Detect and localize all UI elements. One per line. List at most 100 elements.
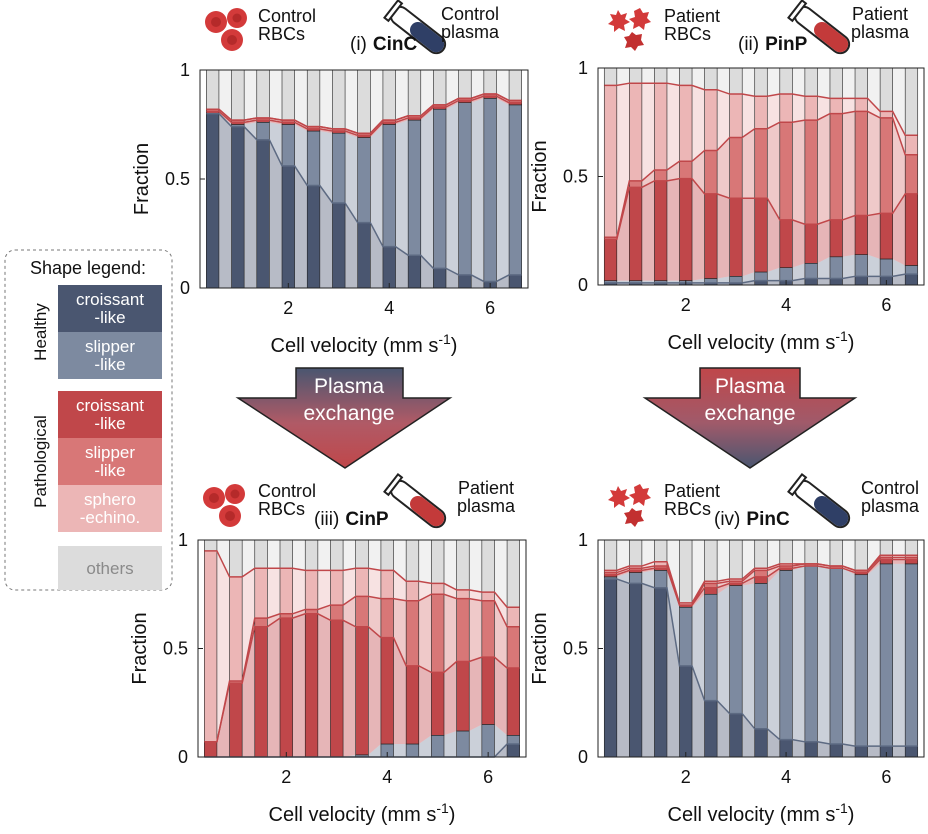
bar-segment	[405, 539, 420, 582]
connector	[444, 661, 457, 736]
connector	[767, 94, 780, 129]
connector	[892, 563, 906, 747]
rbc-label: RBCs	[258, 499, 305, 519]
connector	[317, 540, 331, 571]
x-axis-label-part: -1	[835, 328, 848, 344]
bar-segment	[879, 117, 893, 214]
bar-segment	[654, 67, 668, 84]
bar-segment	[481, 600, 495, 658]
bar-segment	[306, 185, 321, 289]
connector	[742, 94, 755, 138]
connector	[319, 70, 333, 129]
bar-segment	[779, 219, 793, 268]
bar-segment	[704, 150, 718, 195]
tube-icon	[787, 473, 855, 534]
bar-segment	[629, 572, 643, 584]
bar-segment	[904, 154, 919, 195]
bar-segment	[380, 637, 394, 745]
bar-segment	[804, 565, 818, 743]
connector	[343, 540, 356, 571]
bar-segment	[754, 570, 768, 578]
bar-segment	[508, 69, 522, 101]
bar-segment	[456, 730, 470, 758]
connector	[666, 540, 680, 603]
connector	[244, 122, 257, 140]
bar-segment	[603, 578, 618, 758]
plasma-label: Control	[861, 478, 919, 498]
bar-segment	[679, 161, 693, 179]
connector	[842, 254, 856, 279]
bar-segment	[380, 598, 394, 638]
connector	[767, 728, 780, 757]
connector	[444, 594, 457, 673]
panel-number: (ii)	[738, 34, 759, 55]
bar-segment	[431, 734, 445, 758]
connector	[692, 178, 705, 281]
rbc-label: RBCs	[664, 499, 711, 519]
connector	[446, 70, 459, 105]
legend-item: croissant	[76, 290, 144, 309]
connector	[792, 68, 805, 97]
connector	[666, 68, 680, 86]
connector	[717, 193, 730, 279]
bar-segment	[382, 246, 396, 289]
legend-item: sphero	[84, 490, 136, 509]
bar-segment	[231, 69, 245, 121]
x-axis-label: Cell velocity (mm s-1)	[668, 328, 855, 354]
connector	[317, 613, 331, 757]
bar-segment	[829, 743, 843, 758]
plasma-label: Patient	[852, 4, 908, 24]
connector	[867, 111, 881, 216]
connector	[641, 570, 655, 588]
bar-segment	[304, 613, 319, 758]
connector	[368, 626, 381, 755]
connector	[817, 540, 830, 567]
bar-segment	[654, 587, 668, 758]
connector	[641, 583, 655, 757]
bar-segment	[483, 69, 497, 95]
connector	[244, 126, 257, 289]
legend-item: croissant	[76, 396, 144, 415]
bar-segment	[380, 539, 394, 571]
bar-segment	[654, 82, 668, 171]
x-axis-label-part: )	[449, 804, 456, 826]
boundary-line	[204, 550, 520, 609]
connector	[370, 70, 383, 134]
connector	[343, 620, 356, 757]
connector	[842, 111, 856, 220]
bar-segment	[754, 95, 768, 130]
bar-segment	[729, 539, 743, 580]
bar-segment	[330, 619, 344, 758]
legend-item: others	[86, 559, 133, 578]
bar-segment	[754, 728, 768, 758]
panel-label: (ii) PinP	[738, 34, 808, 55]
y-tick-label: 1	[578, 530, 588, 550]
connector	[742, 68, 755, 97]
arrow-label: exchange	[704, 402, 795, 425]
bar-segment	[506, 734, 520, 745]
connector	[494, 724, 508, 757]
plasma-label: Control	[441, 4, 499, 24]
bar-segment	[304, 570, 319, 610]
bar-segment	[382, 69, 396, 121]
bar-segment	[481, 539, 495, 593]
bar-segment	[854, 111, 868, 216]
bar-segment	[506, 626, 520, 669]
connector	[368, 540, 381, 571]
connector	[269, 122, 282, 166]
connector	[842, 68, 856, 99]
connector	[242, 626, 255, 757]
rbc-label: Patient	[664, 481, 720, 501]
y-axis-label: Fraction	[529, 612, 551, 684]
bar-segment	[754, 271, 768, 281]
connector	[742, 198, 755, 277]
bar-segment	[804, 67, 818, 97]
bar-segment	[603, 239, 618, 281]
connector	[494, 657, 508, 736]
bar-segment	[829, 278, 843, 286]
bar-segment	[704, 539, 718, 582]
x-axis-label-part: Cell velocity (mm s	[269, 804, 437, 826]
bar-segment	[754, 67, 768, 97]
x-axis-label-part: )	[848, 804, 855, 826]
connector	[817, 113, 830, 225]
